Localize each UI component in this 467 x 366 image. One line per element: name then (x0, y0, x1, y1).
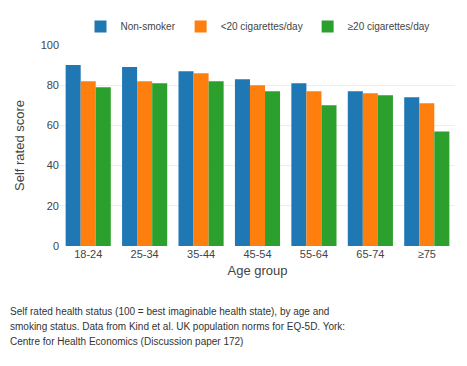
svg-text:55-64: 55-64 (300, 248, 328, 260)
svg-text:45-54: 45-54 (243, 248, 271, 260)
svg-text:smoking status. Data from Kind: smoking status. Data from Kind et al. UK… (10, 321, 345, 332)
svg-text:25-34: 25-34 (131, 248, 159, 260)
svg-text:≥20 cigarettes/day: ≥20 cigarettes/day (348, 21, 430, 32)
svg-text:Non-smoker: Non-smoker (121, 21, 176, 32)
svg-text:20: 20 (47, 200, 59, 212)
svg-text:Centre for Health Economics (D: Centre for Health Economics (Discussion … (10, 336, 243, 347)
svg-text:Self rated health status (100: Self rated health status (100 = best ima… (10, 306, 329, 317)
svg-text:Age group: Age group (228, 263, 288, 278)
svg-text:80: 80 (47, 79, 59, 91)
svg-text:≥75: ≥75 (418, 248, 436, 260)
svg-text:60: 60 (47, 119, 59, 131)
svg-text:65-74: 65-74 (356, 248, 384, 260)
svg-text:0: 0 (53, 240, 59, 252)
svg-text:<20 cigarettes/day: <20 cigarettes/day (221, 21, 303, 32)
svg-text:Self rated score: Self rated score (12, 100, 27, 191)
svg-text:18-24: 18-24 (74, 248, 102, 260)
svg-text:100: 100 (41, 39, 59, 51)
svg-text:40: 40 (47, 159, 59, 171)
svg-text:35-44: 35-44 (187, 248, 215, 260)
